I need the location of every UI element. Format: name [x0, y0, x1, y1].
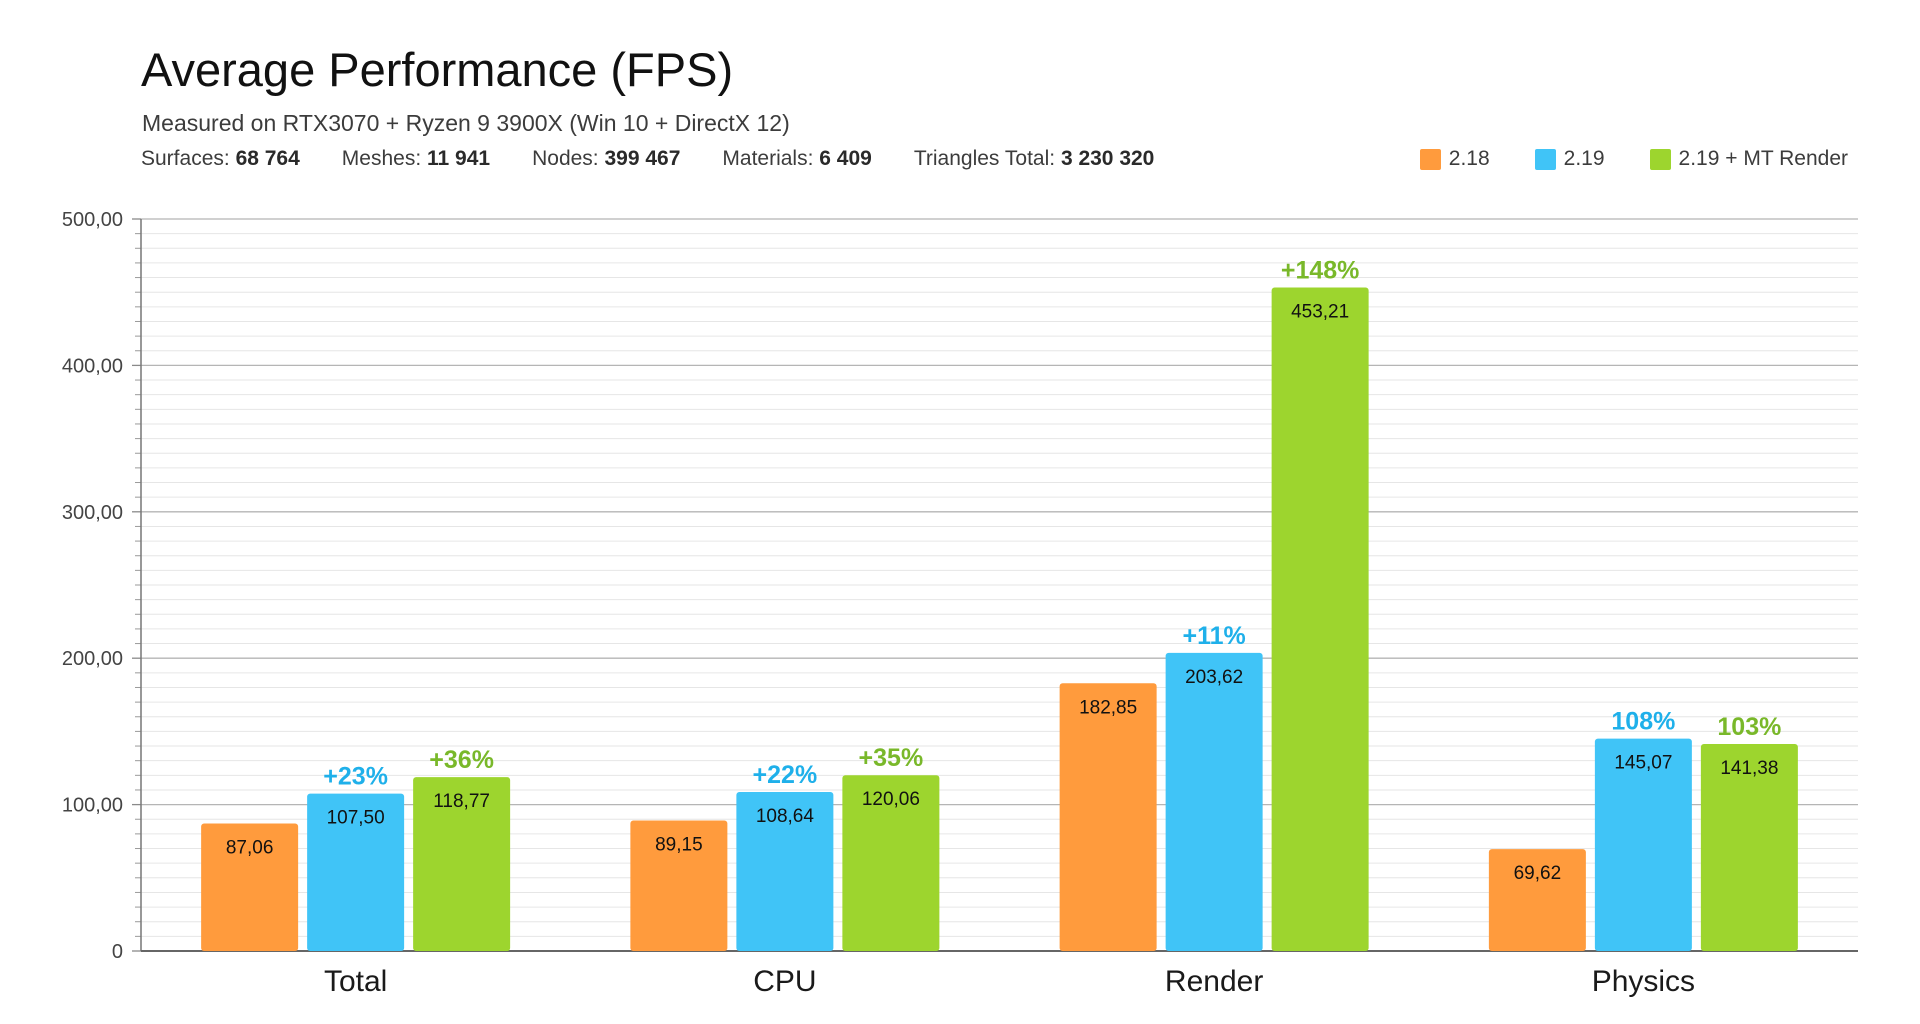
stat-materials: Materials: 6 409: [722, 147, 871, 171]
bar: [1271, 287, 1369, 951]
y-tick-label: 400,00: [62, 355, 123, 377]
bar-percent-annotation: +148%: [1281, 257, 1360, 285]
chart-legend: 2.18 2.19 2.19 + MT Render: [1375, 147, 1848, 171]
bar-value-label: 107,50: [327, 808, 385, 829]
stat-value: 11 941: [427, 147, 491, 170]
stat-label: Nodes:: [532, 147, 599, 170]
legend-item-2-18[interactable]: 2.18: [1419, 147, 1490, 171]
bar-value-label: 203,62: [1185, 667, 1243, 688]
legend-label: 2.19: [1563, 147, 1605, 170]
stat-value: 6 409: [819, 147, 872, 170]
y-tick-label: 0: [112, 941, 123, 963]
stat-value: 399 467: [604, 147, 681, 170]
stat-value: 3 230 320: [1060, 147, 1155, 170]
bar-percent-annotation: +35%: [859, 744, 924, 772]
stat-value: 68 764: [235, 147, 300, 170]
stat-label: Surfaces:: [141, 147, 230, 170]
scene-stats: Surfaces: 68 764 Meshes: 11 941 Nodes: 3…: [141, 147, 1196, 171]
legend-swatch: [1649, 148, 1671, 170]
stat-label: Meshes:: [341, 147, 422, 170]
bar: [630, 820, 728, 951]
bar: [413, 777, 511, 951]
bar: [307, 793, 405, 951]
bar-value-label: 145,07: [1614, 753, 1672, 774]
bar-percent-annotation: +23%: [323, 763, 388, 791]
bar: [1488, 849, 1586, 951]
bar-percent-annotation: +22%: [753, 761, 818, 789]
stat-label: Triangles Total:: [913, 147, 1056, 170]
chart-subtitle: Measured on RTX3070 + Ryzen 9 3900X (Win…: [142, 110, 790, 136]
bar-value-label: 141,38: [1720, 758, 1778, 779]
bar-percent-annotation: +11%: [1182, 622, 1245, 650]
y-tick-label: 500,00: [62, 209, 123, 231]
bar-value-label: 87,06: [226, 838, 274, 859]
y-tick-label: 200,00: [62, 648, 123, 670]
y-tick-label: 100,00: [62, 795, 123, 817]
bar: [736, 791, 834, 951]
bar-value-label: 182,85: [1079, 697, 1137, 718]
x-category-label: Render: [1165, 965, 1263, 998]
x-category-label: Physics: [1592, 965, 1695, 998]
bar-value-label: 120,06: [862, 789, 920, 810]
bar-value-label: 108,64: [756, 806, 815, 827]
legend-swatch: [1419, 148, 1441, 170]
stat-nodes: Nodes: 399 467: [532, 147, 680, 171]
legend-label: 2.19 + MT Render: [1678, 147, 1848, 170]
bar-percent-annotation: +36%: [429, 746, 494, 774]
bar-value-label: 89,15: [655, 834, 703, 855]
bar: [1700, 744, 1798, 951]
bar: [201, 823, 299, 951]
legend-item-2-19[interactable]: 2.19: [1534, 147, 1605, 171]
bar-percent-annotation: 108%: [1611, 708, 1675, 736]
stat-triangles-total: Triangles Total: 3 230 320: [914, 147, 1155, 171]
bar: [1594, 738, 1692, 951]
bar-value-label: 453,21: [1291, 302, 1349, 323]
bar: [842, 775, 940, 951]
legend-item-2-19-mt-render[interactable]: 2.19 + MT Render: [1649, 147, 1848, 171]
bar-value-label: 118,77: [433, 791, 490, 812]
legend-label: 2.18: [1448, 147, 1490, 170]
stat-surfaces: Surfaces: 68 764: [141, 147, 300, 171]
x-category-label: CPU: [753, 965, 816, 998]
bar-value-label: 69,62: [1514, 863, 1562, 884]
chart-title: Average Performance (FPS): [141, 43, 734, 96]
legend-swatch: [1534, 148, 1556, 170]
bar: [1165, 652, 1263, 951]
stat-label: Materials:: [722, 147, 814, 170]
stat-meshes: Meshes: 11 941: [342, 147, 490, 171]
x-category-label: Total: [324, 965, 387, 998]
y-tick-label: 300,00: [62, 502, 123, 524]
bar: [1059, 683, 1157, 951]
bar-percent-annotation: 103%: [1717, 713, 1781, 741]
